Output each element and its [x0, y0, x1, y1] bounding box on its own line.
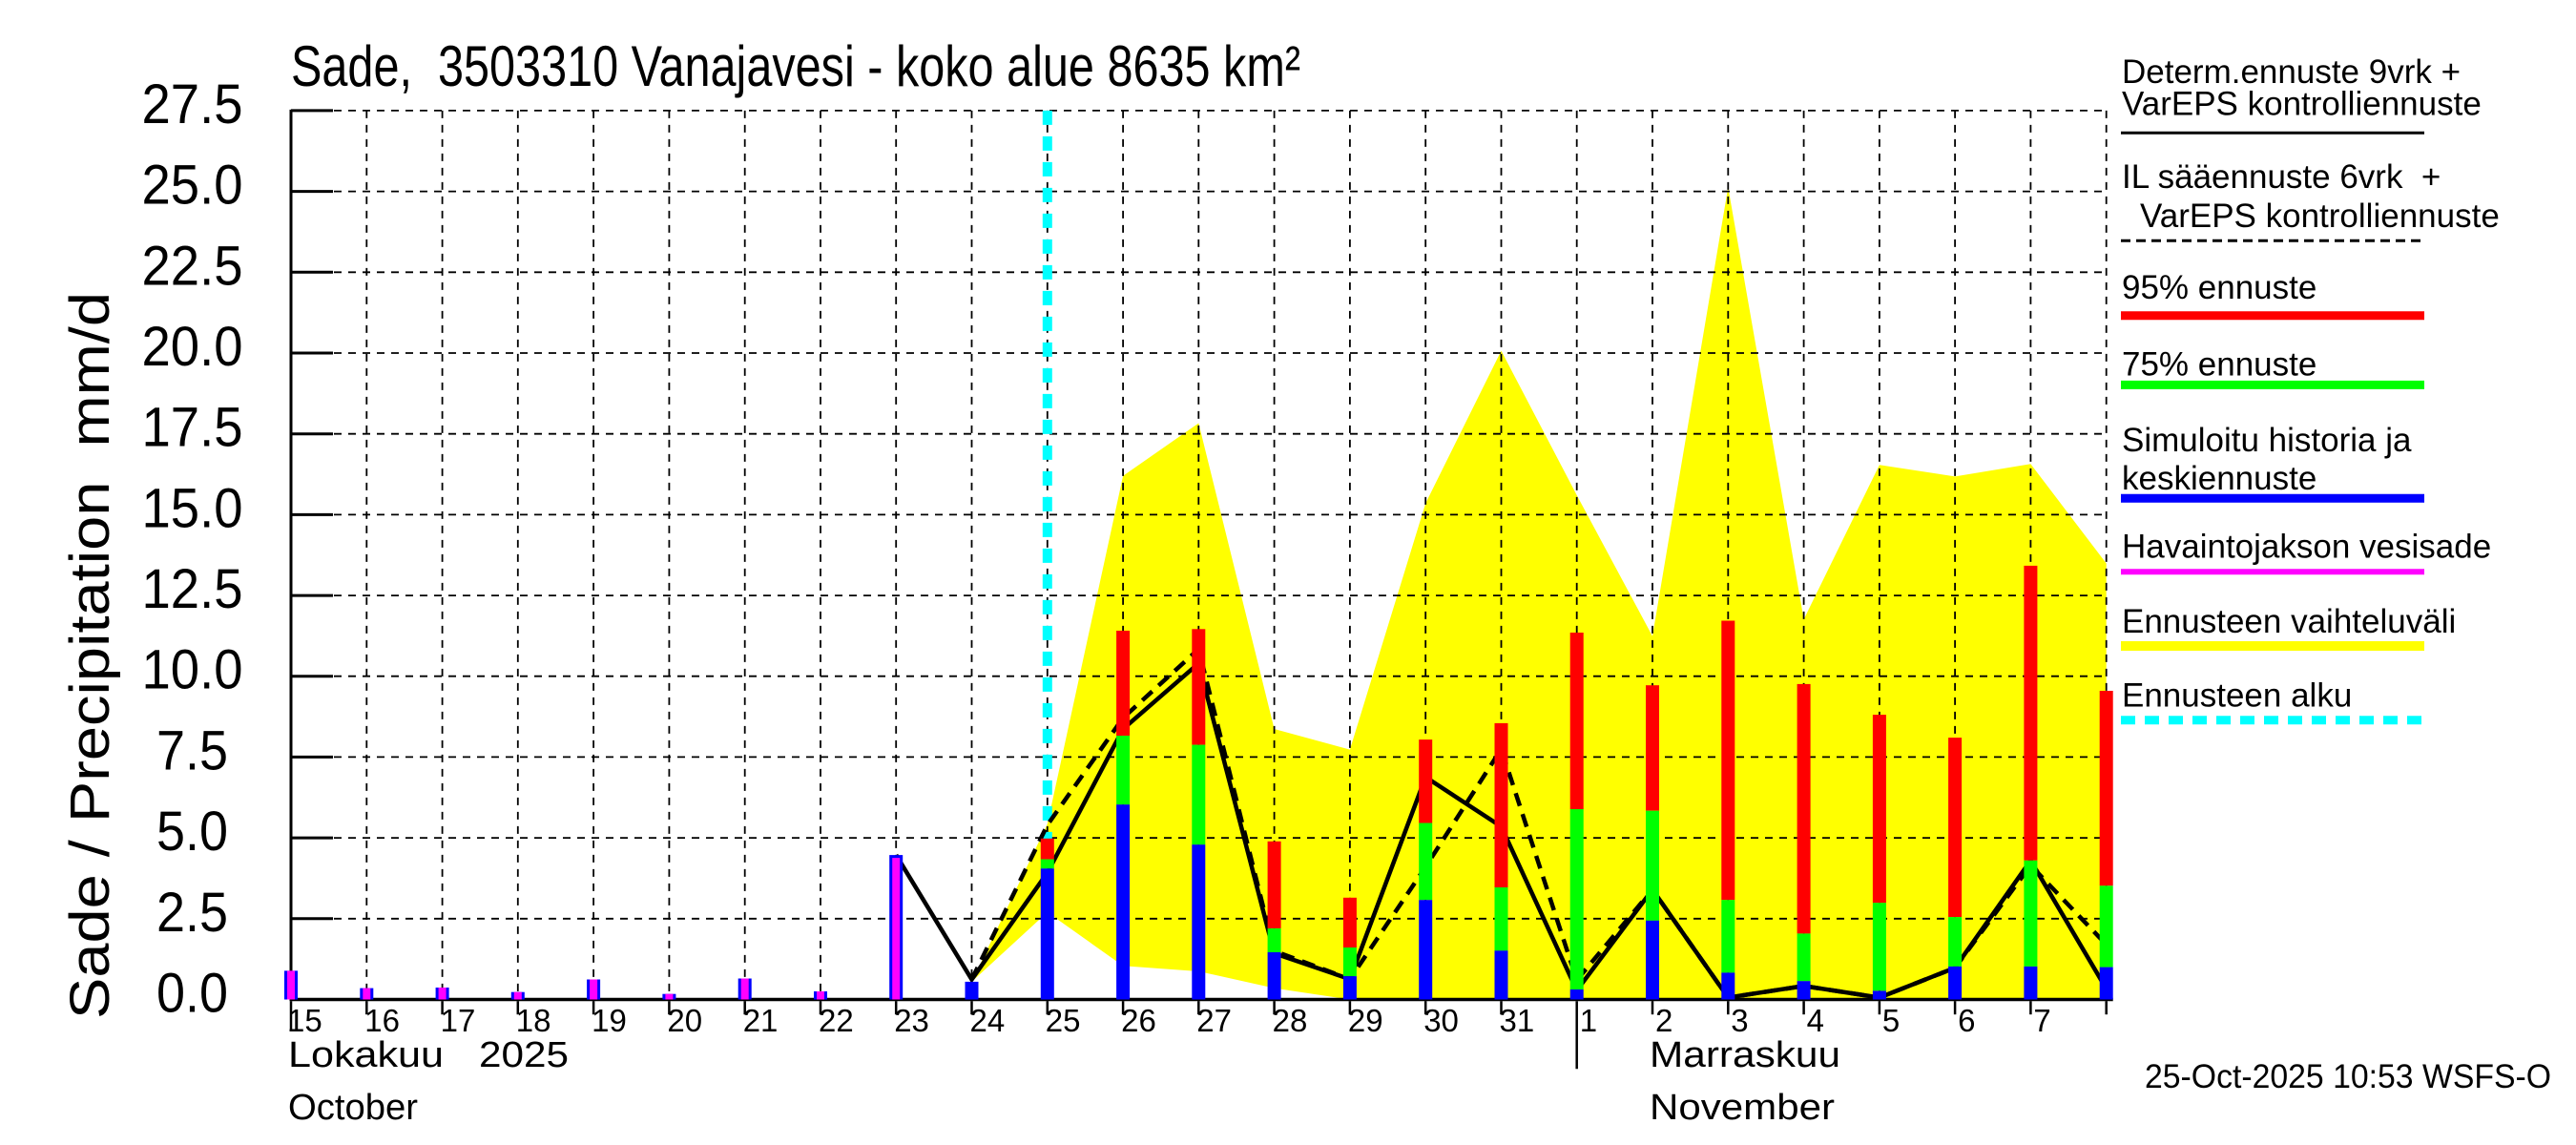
svg-text:17.5: 17.5	[142, 397, 243, 459]
svg-text:12.5: 12.5	[142, 558, 243, 620]
svg-text:2025: 2025	[479, 1035, 569, 1075]
svg-text:23: 23	[894, 1003, 929, 1038]
svg-text:29: 29	[1348, 1003, 1383, 1038]
svg-text:15: 15	[287, 1003, 322, 1038]
svg-text:1: 1	[1580, 1003, 1597, 1038]
svg-text:20.0: 20.0	[142, 316, 243, 378]
svg-text:4: 4	[1807, 1003, 1824, 1038]
svg-text:25-Oct-2025 10:53 WSFS-O: 25-Oct-2025 10:53 WSFS-O	[2145, 1058, 2551, 1095]
svg-text:10.0: 10.0	[142, 639, 243, 701]
svg-text:25: 25	[1046, 1003, 1081, 1038]
svg-text:75% ennuste: 75% ennuste	[2122, 346, 2316, 384]
svg-text:Ennusteen alku: Ennusteen alku	[2122, 677, 2352, 715]
svg-text:7: 7	[2033, 1003, 2050, 1038]
svg-text:Havaintojakson vesisade: Havaintojakson vesisade	[2122, 528, 2491, 565]
svg-text:5.0: 5.0	[156, 801, 228, 863]
svg-text:October: October	[288, 1088, 418, 1128]
svg-text:7.5: 7.5	[156, 719, 228, 781]
svg-text:18: 18	[516, 1003, 551, 1038]
svg-text:Sade / Precipitation mm/d: Sade / Precipitation mm/d	[59, 292, 121, 1019]
svg-text:17: 17	[441, 1003, 476, 1038]
svg-text:27.5: 27.5	[142, 73, 243, 135]
svg-text:95% ennuste: 95% ennuste	[2122, 269, 2316, 306]
svg-text:16: 16	[364, 1003, 400, 1038]
svg-text:VarEPS kontrolliennuste: VarEPS kontrolliennuste	[2122, 86, 2482, 123]
svg-text:28: 28	[1273, 1003, 1308, 1038]
svg-text:3: 3	[1731, 1003, 1748, 1038]
svg-text:24: 24	[970, 1003, 1006, 1038]
svg-text:6: 6	[1958, 1003, 1975, 1038]
svg-text:15.0: 15.0	[142, 477, 243, 539]
svg-text:November: November	[1650, 1088, 1835, 1128]
svg-text:Simuloitu historia ja: Simuloitu historia ja	[2122, 422, 2412, 459]
svg-text:2: 2	[1655, 1003, 1672, 1038]
svg-text:Ennusteen vaihteluväli: Ennusteen vaihteluväli	[2122, 603, 2456, 640]
svg-text:0.0: 0.0	[156, 963, 228, 1025]
svg-text:2.5: 2.5	[156, 882, 228, 944]
svg-text:27: 27	[1196, 1003, 1232, 1038]
svg-text:Determ.ennuste 9vrk +: Determ.ennuste 9vrk +	[2122, 53, 2461, 91]
svg-text:22: 22	[819, 1003, 854, 1038]
svg-text:Sade, 3503310 Vanajavesi - ko: Sade, 3503310 Vanajavesi - koko alue 863…	[291, 34, 1300, 98]
svg-text:keskiennuste: keskiennuste	[2122, 460, 2316, 497]
svg-text:VarEPS kontrolliennuste: VarEPS kontrolliennuste	[2140, 198, 2500, 235]
svg-text:Lokakuu: Lokakuu	[288, 1035, 444, 1075]
svg-text:20: 20	[667, 1003, 702, 1038]
svg-text:25.0: 25.0	[142, 155, 243, 217]
svg-text:31: 31	[1500, 1003, 1535, 1038]
svg-text:19: 19	[592, 1003, 627, 1038]
svg-text:21: 21	[743, 1003, 779, 1038]
svg-text:Marraskuu: Marraskuu	[1650, 1035, 1840, 1075]
svg-text:IL sääennuste 6vrk +: IL sääennuste 6vrk +	[2122, 158, 2441, 196]
svg-text:5: 5	[1882, 1003, 1900, 1038]
svg-text:26: 26	[1121, 1003, 1156, 1038]
svg-text:22.5: 22.5	[142, 235, 243, 297]
svg-text:30: 30	[1423, 1003, 1459, 1038]
